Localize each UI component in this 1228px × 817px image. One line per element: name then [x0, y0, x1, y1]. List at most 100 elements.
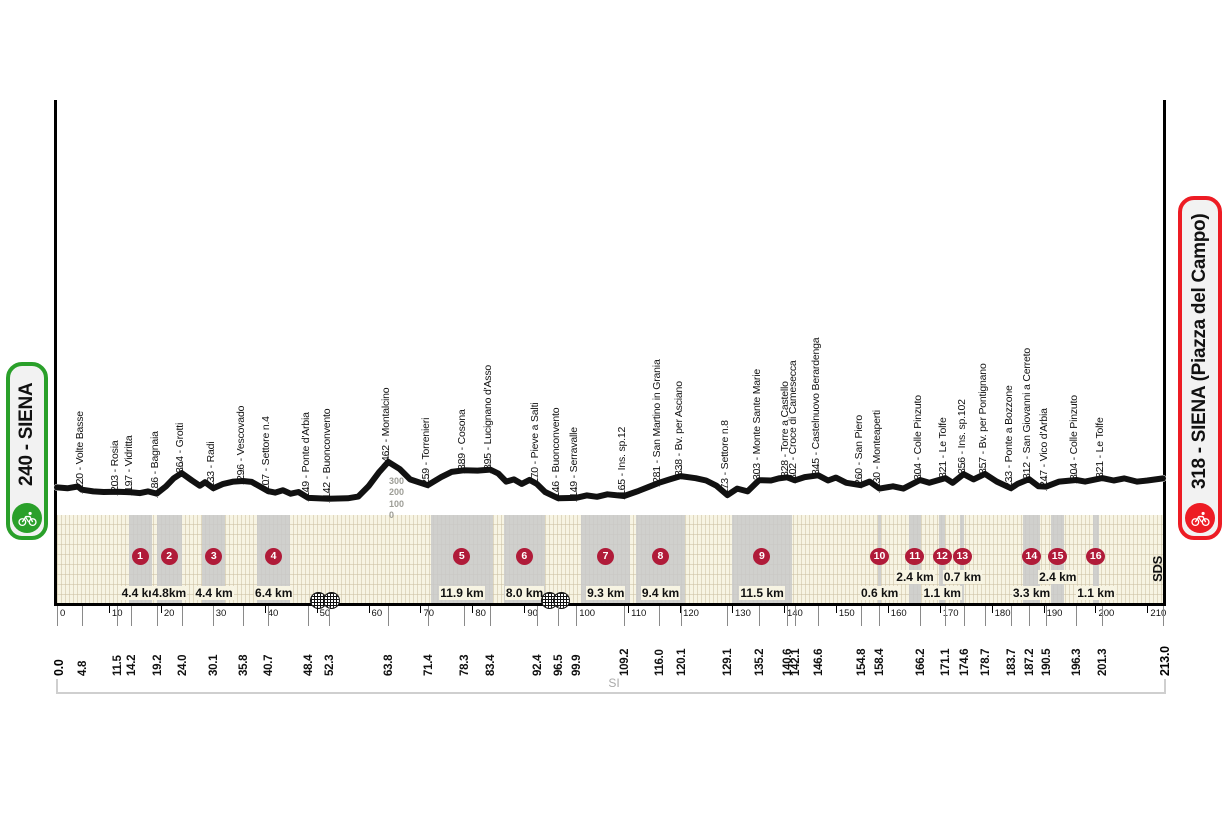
x-axis-tick-label: 110 [631, 608, 647, 619]
y-tick-100: 100 [389, 498, 405, 509]
locality-leader-line [388, 449, 390, 466]
gravel-sector-bullet-5[interactable]: 5 [453, 548, 471, 565]
gravel-sector-bullet-16[interactable]: 16 [1086, 548, 1106, 565]
locality-label: 338 - Bv. per Asciano [672, 381, 685, 477]
x-axis-tick-label: 170 [942, 608, 959, 619]
cyclist-icon [1185, 503, 1215, 533]
gravel-sector-bullet-7[interactable]: 7 [597, 548, 615, 565]
gravel-sector-length-15: 2.4 km [1038, 570, 1078, 584]
gravel-sector-length-4: 6.4 km [254, 586, 294, 600]
distance-tick-line [130, 606, 132, 626]
locality-label: 303 - Monte Sante Marie [751, 369, 764, 481]
gravel-sector-length-16: 1.1 km [1076, 586, 1116, 600]
distance-label: 201.3 [1097, 648, 1110, 676]
x-axis [54, 603, 1166, 606]
x-axis-tick-label: 90 [527, 608, 538, 619]
distance-tick-line [984, 606, 986, 626]
x-axis-tick-label: 20 [163, 608, 175, 619]
distance-label: 83.4 [485, 654, 498, 676]
gravel-sector-bullet-14[interactable]: 14 [1021, 548, 1041, 565]
gravel-sector-bullet-11[interactable]: 11 [905, 548, 925, 565]
locality-label: 207 - Settore n.4 [260, 416, 273, 492]
distance-tick-line [818, 606, 820, 626]
locality-label: 149 - Ponte d'Arbia [300, 412, 313, 498]
distance-tick-line [919, 606, 921, 626]
gravel-sector-bullet-1[interactable]: 1 [131, 548, 149, 565]
distance-tick-line [1046, 606, 1048, 626]
distance-tick-line [427, 606, 429, 626]
locality-label: 186 - Bagnaia [148, 430, 161, 494]
x-axis-tick-label: 60 [371, 608, 383, 619]
x-axis-tick-label: 30 [215, 608, 227, 619]
gravel-sector-bullet-3[interactable]: 3 [205, 548, 223, 565]
distance-label: 99.9 [570, 654, 583, 676]
distance-label: 92.4 [531, 654, 544, 676]
gravel-sector-length-11: 2.4 km [895, 570, 935, 584]
distance-label: 135.2 [754, 648, 767, 676]
distance-tick-line [328, 606, 330, 626]
distance-label: 196.3 [1071, 648, 1084, 676]
locality-label: 304 - Colle Pinzuto [911, 395, 924, 481]
locality-label: 203 - Rosia [108, 440, 121, 492]
gravel-sector-bullet-13[interactable]: 13 [952, 548, 972, 565]
distance-tick-line [213, 606, 215, 626]
distance-tick-line [1102, 606, 1104, 626]
locality-label: 260 - San Piero [852, 415, 865, 486]
locality-label: 462 - Montalcino [380, 387, 393, 462]
distance-label: 30.1 [208, 654, 221, 676]
gravel-sector-bullet-2[interactable]: 2 [160, 548, 178, 565]
y-tick-0: 0 [389, 510, 395, 520]
distance-tick-line [1029, 606, 1031, 626]
x-axis-tick [783, 606, 785, 613]
x-axis-tick [939, 606, 941, 613]
distance-label: 166.2 [914, 648, 927, 676]
distance-tick-line [558, 606, 560, 626]
province-bar-right-cap [1164, 679, 1166, 694]
locality-label: 220 - Volte Basse [73, 410, 86, 490]
gravel-sector-bullet-15[interactable]: 15 [1048, 548, 1068, 565]
distance-label: 78.3 [458, 654, 471, 676]
distance-tick-line [490, 606, 492, 626]
distance-label: 116.0 [654, 649, 667, 676]
x-axis-tick-label: 120 [683, 608, 699, 619]
x-axis-tick [991, 606, 993, 613]
start-city-label: 240 - SIENA [16, 382, 37, 487]
x-axis-tick-label: 210 [1150, 608, 1167, 619]
x-axis-tick-label: 190 [1046, 608, 1063, 619]
distance-label: 48.4 [303, 654, 316, 676]
x-axis-tick-label: 130 [735, 608, 751, 619]
gravel-sector-length-14: 3.3 km [1011, 586, 1052, 600]
sds-label: SDS [1150, 556, 1165, 582]
distance-label: 4.8 [76, 660, 89, 676]
locality-label: 165 - Ins. sp.12 [616, 426, 629, 497]
locality-label: 321 - Le Tolfe [937, 417, 950, 479]
x-axis-tick [1043, 606, 1045, 613]
distance-tick-line [787, 606, 789, 626]
distance-label: 129.1 [722, 648, 735, 676]
distance-tick-line [388, 606, 390, 626]
x-axis-tick [160, 606, 162, 613]
gravel-sector-bullet-4[interactable]: 4 [265, 548, 283, 565]
distance-tick-line [81, 606, 83, 626]
gravel-sector-bullet-9[interactable]: 9 [753, 548, 771, 565]
x-axis-tick-label: 150 [838, 608, 855, 619]
x-axis-tick [524, 606, 526, 613]
gravel-sector-bullet-8[interactable]: 8 [651, 548, 669, 565]
x-axis-tick-label: 100 [579, 608, 596, 619]
x-axis-tick [316, 606, 318, 613]
gravel-sector-bullet-6[interactable]: 6 [515, 548, 533, 565]
gravel-sector-length-12: 1.1 km [922, 586, 962, 600]
distance-label: 14.2 [125, 654, 138, 676]
finish-city-label: 318 - SIENA (Piazza del Campo) [1189, 213, 1210, 490]
distance-label: 63.8 [383, 654, 396, 676]
locality-label: 173 - Settore n.8 [719, 420, 732, 496]
distance-label: 109.2 [619, 648, 632, 676]
gravel-sector-bullet-12[interactable]: 12 [932, 548, 952, 565]
gravel-sector-length-10: 0.6 km [859, 586, 900, 600]
gravel-sector-length-8: 9.4 km [640, 586, 681, 600]
gravel-sector-bullet-10[interactable]: 10 [869, 548, 889, 565]
y-tick-300: 300 [389, 475, 405, 486]
x-axis-tick [732, 606, 734, 613]
distance-tick-line [463, 606, 465, 626]
